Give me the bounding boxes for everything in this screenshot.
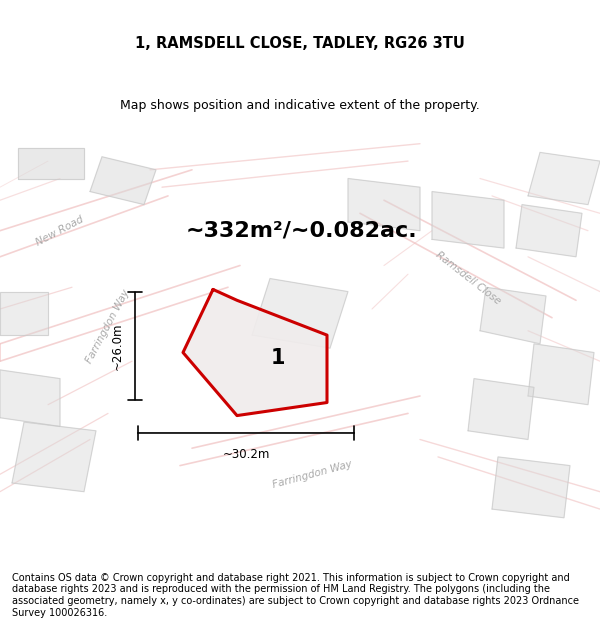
- Polygon shape: [432, 191, 504, 248]
- Text: New Road: New Road: [34, 214, 86, 248]
- Polygon shape: [492, 457, 570, 518]
- Text: Farringdon Way: Farringdon Way: [271, 459, 353, 490]
- Text: ~332m²/~0.082ac.: ~332m²/~0.082ac.: [186, 221, 418, 241]
- Text: Ramsdell Close: Ramsdell Close: [434, 250, 502, 307]
- Polygon shape: [468, 379, 534, 439]
- Polygon shape: [252, 279, 348, 348]
- Text: 1: 1: [271, 348, 285, 368]
- Text: Map shows position and indicative extent of the property.: Map shows position and indicative extent…: [120, 99, 480, 112]
- Polygon shape: [0, 370, 60, 426]
- Text: Farringdon Way: Farringdon Way: [85, 288, 131, 365]
- Polygon shape: [528, 152, 600, 204]
- Polygon shape: [90, 157, 156, 204]
- Polygon shape: [183, 289, 327, 416]
- Text: ~26.0m: ~26.0m: [111, 322, 124, 370]
- Text: ~30.2m: ~30.2m: [223, 448, 269, 461]
- Polygon shape: [528, 344, 594, 405]
- Text: Contains OS data © Crown copyright and database right 2021. This information is : Contains OS data © Crown copyright and d…: [12, 572, 579, 618]
- Polygon shape: [480, 288, 546, 344]
- Polygon shape: [12, 422, 96, 492]
- Text: 1, RAMSDELL CLOSE, TADLEY, RG26 3TU: 1, RAMSDELL CLOSE, TADLEY, RG26 3TU: [135, 36, 465, 51]
- Polygon shape: [18, 148, 84, 179]
- Polygon shape: [0, 292, 48, 335]
- Polygon shape: [348, 179, 420, 231]
- Polygon shape: [516, 204, 582, 257]
